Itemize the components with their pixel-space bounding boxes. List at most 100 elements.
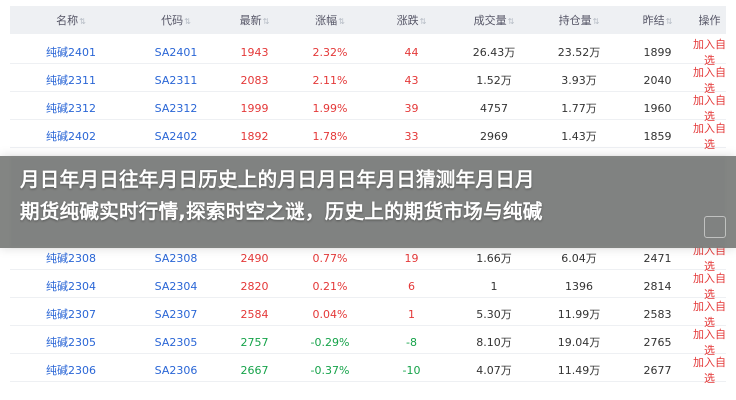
volume: 4757: [480, 101, 508, 115]
table-body-bottom: 纯碱2308 SA2308 2490 0.77% 19 1.66万 6.04万 2471 加入自…: [10, 242, 726, 385]
contract-name-link[interactable]: 纯碱2305: [46, 336, 96, 349]
contract-code-link[interactable]: SA2311: [154, 73, 198, 87]
banner-title-line-1: 月日年月日往年月日历史上的月日月日年月日猜测年月日月: [20, 168, 535, 191]
header-col-change-pct[interactable]: 涨幅⇅: [289, 12, 371, 28]
volume: 1: [490, 279, 498, 293]
header-label: 涨跌: [396, 14, 419, 27]
change: 33: [404, 129, 419, 143]
change-pct: 1.99%: [312, 101, 348, 115]
header-col-last[interactable]: 最新⇅: [220, 12, 289, 28]
volume: 2969: [480, 129, 508, 143]
change: 1: [408, 307, 415, 321]
open-interest: 1.43万: [561, 130, 597, 143]
add-to-watchlist-button[interactable]: 加入自选: [693, 122, 726, 151]
contract-code-link[interactable]: SA2304: [154, 279, 198, 293]
contract-name-link[interactable]: 纯碱2304: [46, 280, 96, 293]
table-row[interactable]: 纯碱2306 SA2306 2667 -0.37% -10 4.07万 11.49万 2677…: [10, 354, 726, 385]
header-col-volume[interactable]: 成交量⇅: [452, 12, 536, 28]
open-interest: 11.99万: [557, 308, 601, 321]
sort-icon[interactable]: ⇅: [184, 17, 191, 26]
volume: 8.10万: [476, 336, 512, 349]
prev-settle: 1859: [643, 129, 672, 143]
sort-icon[interactable]: ⇅: [419, 17, 427, 26]
header-label: 成交量: [473, 14, 507, 27]
table-row[interactable]: 纯碱2307 SA2307 2584 0.04% 1 5.30万 11.99万 2583 加入自…: [10, 298, 726, 329]
open-interest: 11.49万: [557, 364, 601, 377]
add-to-watchlist-button[interactable]: 加入自选: [693, 94, 726, 123]
header-col-prev-settle[interactable]: 昨结⇅: [622, 12, 693, 28]
contract-name-link[interactable]: 纯碱2312: [46, 102, 96, 115]
add-to-watchlist-button[interactable]: 加入自选: [693, 66, 726, 95]
change-pct: 2.11%: [312, 73, 348, 87]
header-col-change[interactable]: 涨跌⇅: [371, 12, 452, 28]
prev-settle: 2677: [643, 363, 672, 377]
table-row[interactable]: 纯碱2305 SA2305 2757 -0.29% -8 8.10万 19.04万 2765 加…: [10, 326, 726, 357]
table-row[interactable]: 纯碱2311 SA2311 2083 2.11% 43 1.52万 3.93万 2040 加入自…: [10, 64, 726, 95]
prev-settle: 2471: [643, 251, 672, 265]
sort-icon[interactable]: ⇅: [262, 17, 270, 26]
futures-quote-table: 名称⇅ 代码⇅ 最新⇅ 涨幅⇅ 涨跌⇅ 成交量⇅ 持仓量⇅ 昨结⇅ 操作 纯碱2401 SA240…: [10, 6, 726, 385]
change-pct: 0.77%: [312, 251, 348, 265]
contract-name-link[interactable]: 纯碱2402: [46, 130, 96, 143]
partial-button-outline: [704, 216, 726, 238]
table-row[interactable]: 纯碱2308 SA2308 2490 0.77% 19 1.66万 6.04万 2471 加入自…: [10, 242, 726, 273]
contract-code-link[interactable]: SA2312: [154, 101, 198, 115]
prev-settle: 2040: [643, 73, 672, 87]
sort-icon[interactable]: ⇅: [507, 17, 515, 26]
open-interest: 1396: [565, 279, 593, 293]
change-pct: -0.37%: [310, 363, 350, 377]
header-col-code[interactable]: 代码⇅: [132, 12, 220, 28]
banner-title: 月日年月日往年月日历史上的月日月日年月日猜测年月日月 期货纯碱实时行情,探索时空…: [20, 164, 720, 228]
contract-name-link[interactable]: 纯碱2306: [46, 364, 96, 377]
add-to-watchlist-button[interactable]: 加入自选: [693, 300, 726, 329]
change-pct: 2.32%: [312, 45, 348, 59]
table-body-top: 纯碱2401 SA2401 1943 2.32% 44 26.43万 23.52万 1899 加…: [10, 36, 726, 151]
contract-name-link[interactable]: 纯碱2308: [46, 252, 96, 265]
table-row[interactable]: 纯碱2312 SA2312 1999 1.99% 39 4757 1.77万 1960 加入自选: [10, 92, 726, 123]
table-row[interactable]: 纯碱2402 SA2402 1892 1.78% 33 2969 1.43万 1859 加入自选: [10, 120, 726, 151]
contract-name-link[interactable]: 纯碱2307: [46, 308, 96, 321]
header-col-name[interactable]: 名称⇅: [10, 12, 132, 28]
volume: 1.52万: [476, 74, 512, 87]
prev-settle: 2765: [643, 335, 672, 349]
sort-icon[interactable]: ⇅: [338, 17, 345, 26]
change-pct: 0.04%: [312, 307, 348, 321]
change: 6: [408, 279, 415, 293]
contract-code-link[interactable]: SA2307: [154, 307, 198, 321]
volume: 5.30万: [476, 308, 512, 321]
table-row[interactable]: 纯碱2304 SA2304 2820 0.21% 6 1 1396 2814 加入自选: [10, 270, 726, 301]
banner-title-line-2: 期货纯碱实时行情,探索时空之谜，历史上的期货市场与纯碱: [20, 200, 543, 223]
last-price: 2667: [240, 363, 269, 377]
sort-icon[interactable]: ⇅: [79, 17, 86, 26]
contract-code-link[interactable]: SA2305: [154, 335, 198, 349]
last-price: 2083: [240, 73, 269, 87]
add-to-watchlist-button[interactable]: 加入自选: [693, 38, 726, 67]
contract-code-link[interactable]: SA2401: [154, 45, 198, 59]
contract-code-link[interactable]: SA2306: [154, 363, 198, 377]
header-label: 代码: [161, 14, 184, 27]
add-to-watchlist-button[interactable]: 加入自选: [693, 328, 726, 357]
add-to-watchlist-button[interactable]: 加入自选: [693, 272, 726, 301]
prev-settle: 2814: [643, 279, 672, 293]
prev-settle: 1960: [643, 101, 672, 115]
contract-code-link[interactable]: SA2308: [154, 251, 198, 265]
last-price: 2490: [240, 251, 269, 265]
header-label: 名称: [56, 14, 79, 27]
header-col-open-interest[interactable]: 持仓量⇅: [536, 12, 622, 28]
contract-name-link[interactable]: 纯碱2401: [46, 46, 96, 59]
contract-code-link[interactable]: SA2402: [154, 129, 198, 143]
prev-settle: 2583: [643, 307, 672, 321]
table-row[interactable]: 纯碱2401 SA2401 1943 2.32% 44 26.43万 23.52万 1899 加…: [10, 36, 726, 67]
add-to-watchlist-button[interactable]: 加入自选: [693, 356, 726, 385]
volume: 26.43万: [472, 46, 516, 59]
last-price: 2820: [240, 279, 269, 293]
sort-icon[interactable]: ⇅: [592, 17, 600, 26]
change: 19: [404, 251, 419, 265]
contract-name-link[interactable]: 纯碱2311: [46, 74, 96, 87]
sort-icon[interactable]: ⇅: [665, 17, 673, 26]
change: 43: [404, 73, 419, 87]
header-label: 昨结: [642, 14, 665, 27]
prev-settle: 1899: [643, 45, 672, 59]
change: 39: [404, 101, 419, 115]
header-label: 最新: [239, 14, 262, 27]
